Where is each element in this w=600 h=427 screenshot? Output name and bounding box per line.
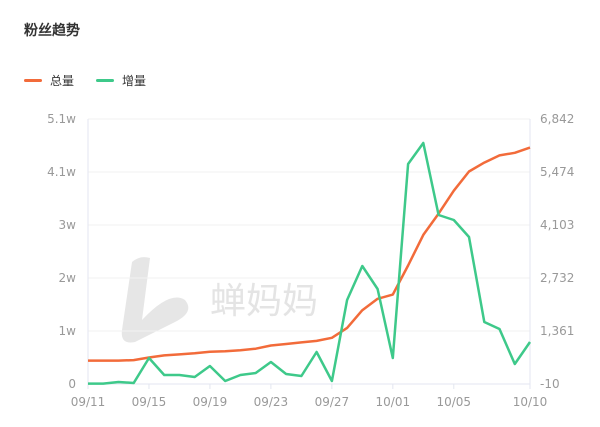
x-tick-label: 09/11 [71, 395, 106, 409]
right-tick-label: 1,361 [540, 324, 574, 338]
legend-item-total[interactable]: 总量 [24, 72, 74, 89]
watermark-logo-icon [121, 257, 189, 343]
right-tick-label: 4,103 [540, 218, 574, 232]
left-tick-label: 0 [68, 377, 76, 391]
right-tick-label: 2,732 [540, 271, 574, 285]
left-tick-label: 5.1w [47, 112, 76, 126]
watermark-text: 蝉妈妈 [210, 281, 318, 322]
series-line-total [88, 146, 531, 362]
x-tick-label: 10/05 [436, 395, 471, 409]
left-tick-label: 4.1w [47, 165, 76, 179]
chart-title: 粉丝趋势 [24, 23, 80, 39]
left-tick-label: 2w [59, 271, 77, 285]
watermark: 蝉妈妈 [121, 257, 318, 343]
legend-label-total: 总量 [50, 74, 75, 88]
left-tick-label: 1w [59, 324, 77, 338]
x-tick-label: 10/01 [376, 395, 411, 409]
series-line-increment [88, 141, 532, 385]
left-tick-label: 3w [59, 218, 77, 232]
x-tick-label: 09/23 [254, 395, 289, 409]
legend-item-increment[interactable]: 增量 [96, 72, 146, 89]
right-tick-label: 5,474 [540, 165, 574, 179]
x-tick-label: 10/10 [513, 395, 548, 409]
legend-swatch-increment [96, 79, 115, 82]
legend-swatch-total [24, 79, 42, 82]
x-tick-label: 09/19 [193, 395, 228, 409]
x-tick-label: 09/15 [132, 395, 167, 409]
right-tick-label: -10 [540, 377, 560, 391]
x-tick-label: 09/27 [315, 395, 350, 409]
legend: 总量 增量 [24, 72, 146, 89]
right-tick-label: 6,842 [540, 112, 574, 126]
legend-label-increment: 增量 [122, 74, 147, 88]
